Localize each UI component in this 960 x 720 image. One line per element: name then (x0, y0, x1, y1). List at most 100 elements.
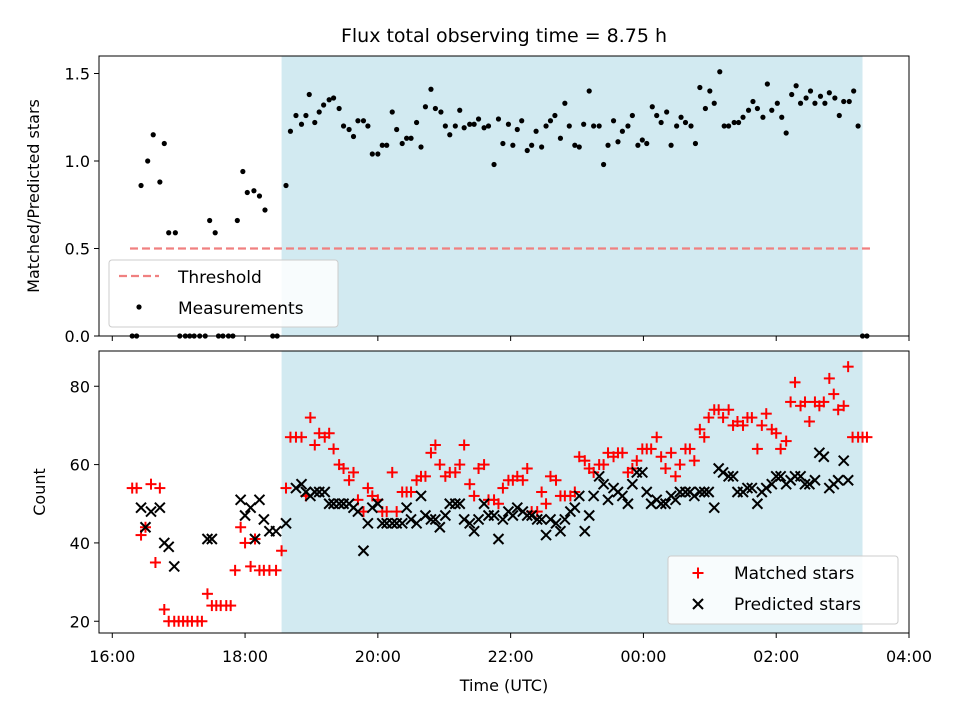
top-x-ticks (111, 336, 910, 341)
measurement-point (399, 140, 405, 147)
measurement-point (822, 100, 828, 106)
matched-star-point (540, 498, 552, 510)
matched-star-point (429, 439, 441, 451)
matched-star-point (343, 474, 355, 486)
measurement-point (572, 142, 578, 148)
measurement-point (610, 118, 617, 124)
cross-b (319, 486, 331, 498)
measurement-point (600, 161, 607, 168)
measurement-point (644, 140, 650, 147)
measurement-point (138, 182, 144, 189)
predicted-star-point (569, 501, 581, 514)
measurement-point (321, 102, 327, 108)
matched-star-point (348, 466, 360, 478)
predicted-star-point (832, 474, 844, 486)
measurement-point (365, 123, 371, 129)
measurement-point (615, 139, 621, 145)
matched-star-point (323, 427, 335, 439)
predicted-star-point (669, 494, 682, 506)
cross-b (400, 501, 413, 514)
bottom-y-axis-label: Count (30, 468, 49, 516)
top-y-tick-label: 0.0 (65, 327, 90, 346)
matched-star-point (746, 412, 758, 424)
matched-star-point (770, 427, 782, 439)
matched-star-point (405, 486, 417, 498)
predicted-star-point (698, 486, 710, 498)
cross-b (405, 513, 417, 526)
measurement-point (605, 142, 611, 148)
cross-b (396, 517, 408, 530)
matched-star-point (684, 443, 696, 455)
predicted-star-point (511, 501, 523, 514)
measurement-point (432, 105, 438, 112)
measurement-point (649, 104, 655, 110)
cross-b (694, 486, 706, 498)
cross-b (679, 486, 692, 498)
x-tick-label: 16:00 (89, 647, 135, 666)
measurement-point (846, 98, 852, 105)
measurement-point (692, 140, 699, 147)
matched-star-point (149, 557, 161, 568)
matched-star-point (313, 427, 325, 439)
matched-star-point (309, 439, 321, 451)
predicted-star-point (419, 509, 432, 522)
measurement-point (668, 142, 674, 148)
measurement-point (635, 142, 641, 148)
matched-star-point (517, 474, 529, 486)
matched-star-point (454, 459, 466, 471)
measurement-point (625, 123, 631, 129)
cross-b (366, 501, 379, 514)
measurement-point (422, 104, 429, 110)
predicted-star-point (253, 494, 266, 506)
matched-star-point (419, 470, 431, 482)
predicted-star-point (488, 509, 500, 522)
measurement-point (346, 126, 352, 133)
legend-plus-marker (692, 567, 704, 579)
predicted-star-point (717, 466, 729, 479)
matched-star-point (751, 443, 763, 455)
legend-measurements-swatch (136, 304, 142, 310)
cross-b (154, 501, 166, 514)
matched-star-point (799, 396, 811, 408)
x-tick-label: 02:00 (753, 647, 799, 666)
measurement-point (851, 88, 857, 94)
measurement-point (447, 132, 453, 138)
measurement-point (262, 207, 268, 213)
bottom-legend-box (667, 555, 899, 625)
measurement-point (207, 217, 213, 224)
predicted-star-point (645, 498, 657, 510)
predicted-star-point (386, 517, 398, 530)
cross-b (766, 478, 778, 490)
measurement-point (717, 69, 723, 75)
matched-star-point (631, 455, 643, 467)
predicted-star-point (396, 517, 408, 530)
cross-b (410, 517, 423, 530)
measurement-point (244, 189, 250, 196)
matched-star-point (473, 463, 485, 474)
predicted-star-point (163, 541, 175, 553)
measurement-point (552, 112, 558, 119)
top-axes-frame (98, 55, 910, 337)
measurement-point (505, 121, 512, 127)
measurement-point (769, 107, 775, 113)
cross-b (372, 498, 384, 510)
cross-b (425, 513, 437, 526)
measurement-point (750, 98, 756, 105)
cross-b (535, 513, 548, 526)
matched-star-point (760, 408, 772, 420)
matched-star-point (550, 474, 562, 486)
predicted-star-point (201, 533, 214, 545)
measurement-point (234, 217, 240, 224)
measurement-point (467, 121, 473, 127)
bottom-y-ticks: 20 40 60 80 (70, 377, 99, 631)
cross-b (597, 478, 610, 490)
measurement-point (240, 168, 246, 175)
matched-star-point (304, 412, 316, 424)
matched-star-point (521, 463, 533, 474)
cross-b (507, 509, 519, 522)
predicted-star-point (573, 490, 585, 502)
matched-star-point (861, 431, 873, 443)
measurement-point (157, 179, 163, 185)
measurement-point (166, 230, 172, 236)
cross-b (659, 498, 672, 510)
